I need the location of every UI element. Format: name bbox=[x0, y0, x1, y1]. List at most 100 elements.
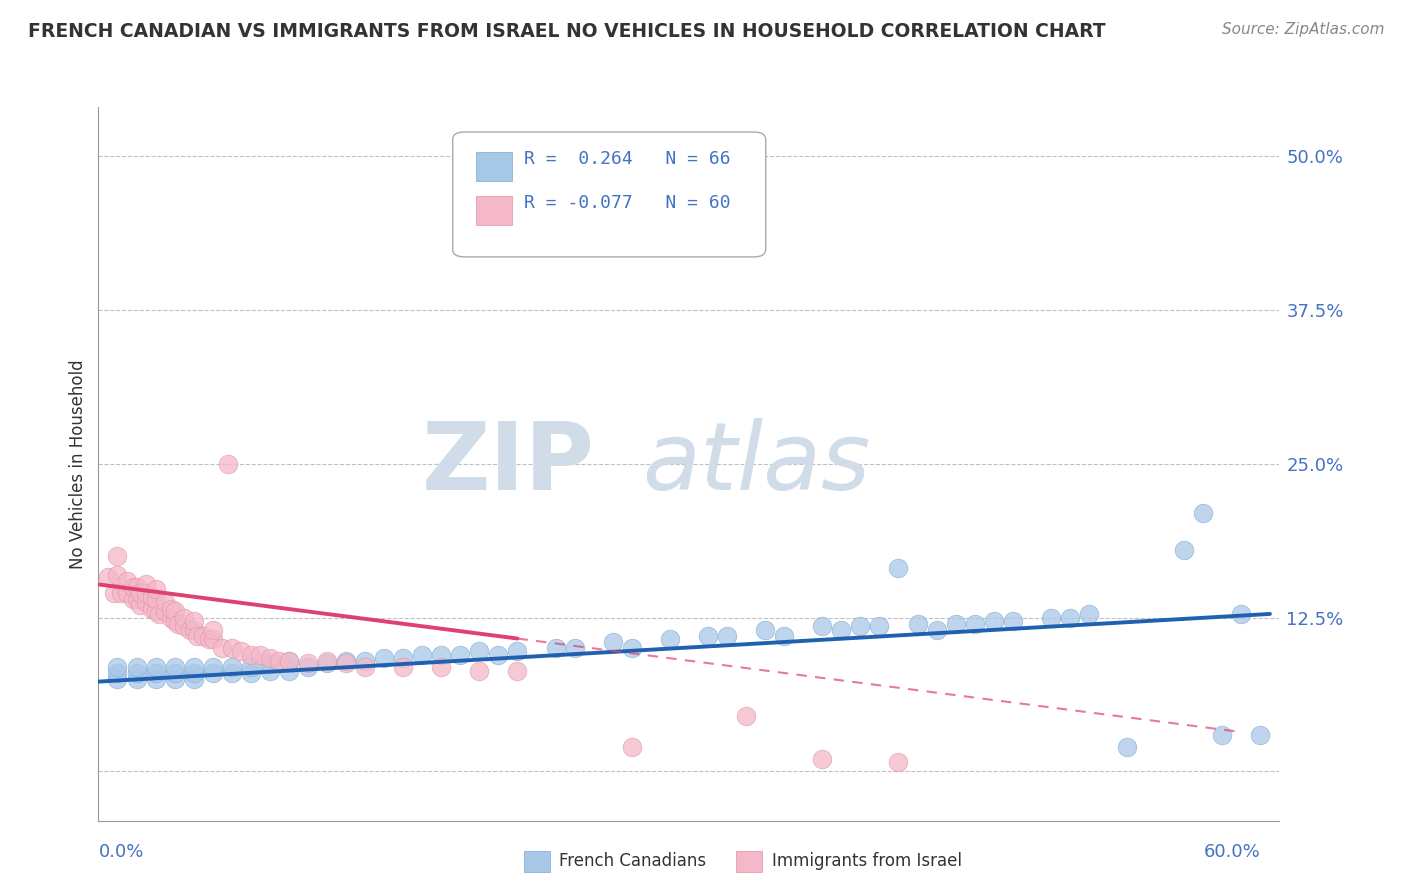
Point bbox=[468, 664, 491, 678]
Point bbox=[392, 660, 415, 674]
Point bbox=[963, 616, 986, 631]
Point bbox=[239, 660, 262, 674]
Point bbox=[193, 629, 215, 643]
Point bbox=[107, 567, 129, 582]
Point bbox=[269, 654, 291, 668]
Point bbox=[145, 582, 167, 597]
Point bbox=[259, 651, 281, 665]
Point bbox=[335, 654, 357, 668]
Point bbox=[107, 665, 129, 680]
Text: 0.0%: 0.0% bbox=[98, 843, 143, 861]
Point bbox=[107, 672, 129, 686]
Point bbox=[186, 629, 208, 643]
Point bbox=[179, 623, 201, 637]
Point bbox=[620, 641, 643, 656]
Point bbox=[658, 632, 681, 646]
Point bbox=[564, 641, 586, 656]
Point bbox=[468, 644, 491, 658]
Point bbox=[103, 586, 125, 600]
Point bbox=[129, 586, 152, 600]
Point bbox=[544, 641, 567, 656]
Point bbox=[983, 615, 1005, 629]
Point bbox=[97, 570, 120, 584]
Point bbox=[125, 580, 148, 594]
Point bbox=[163, 660, 186, 674]
Point bbox=[773, 629, 796, 643]
Point bbox=[849, 619, 872, 633]
Y-axis label: No Vehicles in Household: No Vehicles in Household bbox=[69, 359, 87, 569]
Point bbox=[335, 656, 357, 670]
Point bbox=[506, 664, 529, 678]
Point bbox=[183, 660, 205, 674]
Point bbox=[141, 602, 163, 616]
Text: R =  0.264   N = 66: R = 0.264 N = 66 bbox=[523, 150, 730, 168]
Point bbox=[277, 654, 299, 668]
Point bbox=[135, 577, 157, 591]
Point bbox=[173, 619, 195, 633]
Point bbox=[159, 602, 181, 616]
Text: French Canadians: French Canadians bbox=[560, 853, 706, 871]
Point bbox=[125, 672, 148, 686]
Point bbox=[259, 664, 281, 678]
Point bbox=[201, 623, 224, 637]
Point bbox=[735, 709, 758, 723]
Point bbox=[1230, 607, 1253, 621]
Text: atlas: atlas bbox=[641, 418, 870, 509]
Point bbox=[249, 648, 271, 662]
Point bbox=[221, 660, 243, 674]
Point bbox=[201, 665, 224, 680]
Point bbox=[145, 672, 167, 686]
Point bbox=[183, 615, 205, 629]
Point bbox=[163, 615, 186, 629]
Point bbox=[1039, 610, 1062, 624]
Point bbox=[211, 641, 233, 656]
Point bbox=[506, 644, 529, 658]
Text: FRENCH CANADIAN VS IMMIGRANTS FROM ISRAEL NO VEHICLES IN HOUSEHOLD CORRELATION C: FRENCH CANADIAN VS IMMIGRANTS FROM ISRAE… bbox=[28, 22, 1105, 41]
Point bbox=[148, 607, 170, 621]
Point bbox=[316, 656, 339, 670]
Point bbox=[125, 660, 148, 674]
Point bbox=[239, 648, 262, 662]
Point bbox=[145, 605, 167, 619]
Point bbox=[1249, 727, 1271, 741]
Point bbox=[163, 665, 186, 680]
FancyBboxPatch shape bbox=[453, 132, 766, 257]
Point bbox=[1116, 739, 1139, 754]
Point bbox=[354, 654, 377, 668]
Point bbox=[153, 594, 176, 608]
Point bbox=[411, 648, 433, 662]
Point bbox=[125, 592, 148, 607]
Point bbox=[354, 660, 377, 674]
Point bbox=[201, 632, 224, 646]
Point bbox=[620, 739, 643, 754]
Bar bbox=[523, 851, 550, 872]
Point bbox=[430, 648, 453, 662]
Point bbox=[392, 651, 415, 665]
Point bbox=[868, 619, 890, 633]
Point bbox=[887, 755, 910, 769]
Point bbox=[754, 623, 776, 637]
Point bbox=[602, 635, 624, 649]
Point bbox=[115, 574, 138, 588]
Point bbox=[125, 665, 148, 680]
Point bbox=[163, 672, 186, 686]
Point bbox=[115, 586, 138, 600]
Text: Source: ZipAtlas.com: Source: ZipAtlas.com bbox=[1222, 22, 1385, 37]
Point bbox=[110, 586, 132, 600]
Point bbox=[198, 632, 221, 646]
Point bbox=[121, 592, 143, 607]
Point bbox=[449, 648, 471, 662]
Point bbox=[373, 651, 395, 665]
Bar bbox=[477, 196, 512, 225]
Point bbox=[297, 656, 319, 670]
Point bbox=[163, 605, 186, 619]
Point bbox=[135, 594, 157, 608]
Point bbox=[907, 616, 929, 631]
Point bbox=[159, 610, 181, 624]
Point bbox=[141, 590, 163, 604]
Point bbox=[145, 592, 167, 607]
Point bbox=[830, 623, 852, 637]
Point bbox=[1211, 727, 1233, 741]
Point bbox=[488, 648, 510, 662]
Point bbox=[145, 665, 167, 680]
